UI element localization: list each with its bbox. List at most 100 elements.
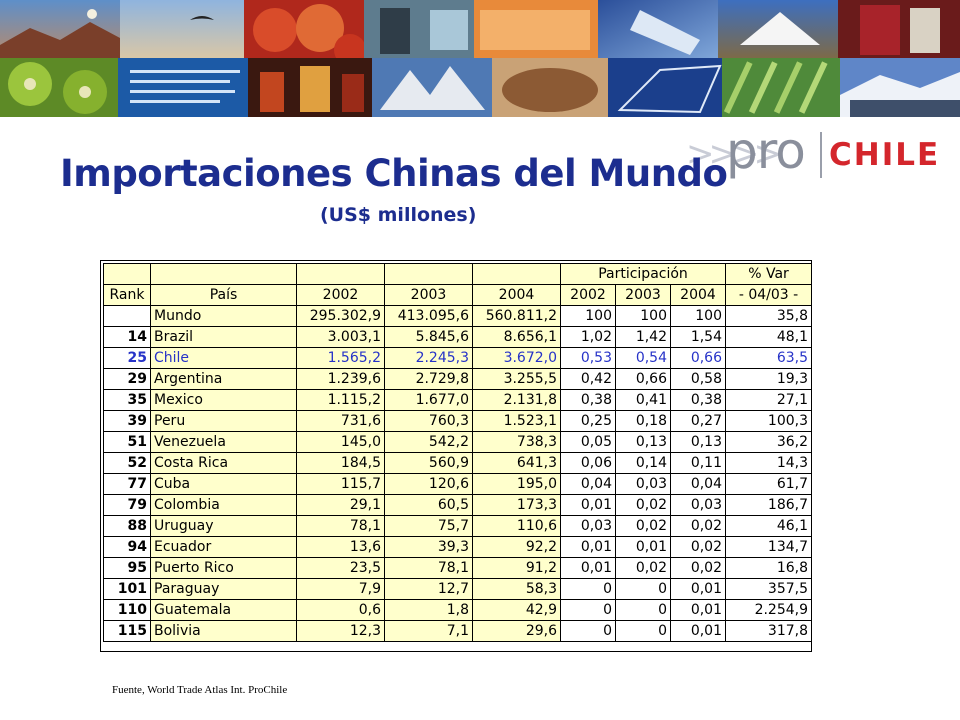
cell-y2002: 13,6 [296, 536, 385, 558]
cell-rank: 77 [103, 473, 151, 495]
cell-y2002: 1.115,2 [296, 389, 385, 411]
page-title: Importaciones Chinas del Mundo [60, 152, 728, 195]
cell-var: 27,1 [725, 389, 812, 411]
cell-rank: 35 [103, 389, 151, 411]
cell-y2002: 3.003,1 [296, 326, 385, 348]
table-row: Mundo 295.302,9 413.095,6 560.811,2 100 100 10… [103, 305, 812, 327]
cell-p2004: 0,13 [670, 431, 726, 453]
table-row: 25 Chile 1.565,2 2.245,3 3.672,0 0,53 0,54 0,66… [103, 347, 812, 369]
cell-y2002: 7,9 [296, 578, 385, 600]
header-part-2002: 2002 [560, 284, 616, 306]
cell-rank: 39 [103, 410, 151, 432]
cell-y2004: 8.656,1 [472, 326, 561, 348]
table-row: 88 Uruguay 78,1 75,7 110,6 0,03 0,02 0,02 46,1 [103, 515, 812, 537]
cell-p2003: 0,66 [615, 368, 671, 390]
cell-p2002: 0,06 [560, 452, 616, 474]
imports-table: Participación % Var Rank País 2002 2003 … [103, 263, 812, 642]
cell-y2003: 120,6 [384, 473, 473, 495]
cell-y2004: 641,3 [472, 452, 561, 474]
cell-p2002: 0,38 [560, 389, 616, 411]
cell-p2002: 0 [560, 599, 616, 621]
cell-pais: Venezuela [150, 431, 297, 453]
cell-p2004: 0,01 [670, 578, 726, 600]
logo-arrows-icon: >>>> [686, 134, 782, 174]
cell-p2002: 100 [560, 305, 616, 327]
cell-y2002: 145,0 [296, 431, 385, 453]
cell-var: 186,7 [725, 494, 812, 516]
cell-y2003: 760,3 [384, 410, 473, 432]
cell-p2004: 0,01 [670, 599, 726, 621]
cell-pais: Costa Rica [150, 452, 297, 474]
page-subtitle: (US$ millones) [320, 204, 477, 226]
cell-p2002: 0,25 [560, 410, 616, 432]
cell-y2003: 542,2 [384, 431, 473, 453]
cell-y2003: 2.245,3 [384, 347, 473, 369]
cell-p2004: 0,66 [670, 347, 726, 369]
cell-y2003: 560,9 [384, 452, 473, 474]
cell-y2004: 42,9 [472, 599, 561, 621]
cell-y2003: 78,1 [384, 557, 473, 579]
cell-p2004: 0,11 [670, 452, 726, 474]
table-row: 110 Guatemala 0,6 1,8 42,9 0 0 0,01 2.254,9 [103, 599, 812, 621]
cell-rank: 95 [103, 557, 151, 579]
cell-y2003: 2.729,8 [384, 368, 473, 390]
cell-p2002: 0,42 [560, 368, 616, 390]
cell-rank: 94 [103, 536, 151, 558]
cell-p2004: 0,02 [670, 557, 726, 579]
cell-rank: 29 [103, 368, 151, 390]
cell-p2002: 0,03 [560, 515, 616, 537]
cell-var: 134,7 [725, 536, 812, 558]
cell-y2003: 7,1 [384, 620, 473, 642]
cell-p2003: 1,42 [615, 326, 671, 348]
cell-y2003: 39,3 [384, 536, 473, 558]
cell-p2003: 100 [615, 305, 671, 327]
cell-y2004: 91,2 [472, 557, 561, 579]
cell-var: 317,8 [725, 620, 812, 642]
header-2004: 2004 [472, 284, 561, 306]
table-group-header-row: Participación % Var [103, 263, 812, 285]
cell-var: 16,8 [725, 557, 812, 579]
cell-p2004: 0,02 [670, 536, 726, 558]
cell-y2004: 2.131,8 [472, 389, 561, 411]
logo-chile-text: CHILE [829, 137, 941, 173]
cell-var: 46,1 [725, 515, 812, 537]
cell-p2002: 0,01 [560, 494, 616, 516]
participacion-header: Participación [560, 263, 726, 285]
cell-y2004: 3.672,0 [472, 347, 561, 369]
table-header-row: Rank País 2002 2003 2004 2002 2003 2004 … [103, 284, 812, 306]
cell-rank: 51 [103, 431, 151, 453]
prochile-logo: >>>> pro CHILE [686, 122, 946, 186]
cell-p2003: 0 [615, 599, 671, 621]
table-row: 35 Mexico 1.115,2 1.677,0 2.131,8 0,38 0,41 0,3… [103, 389, 812, 411]
header-part-2004: 2004 [670, 284, 726, 306]
cell-var: 100,3 [725, 410, 812, 432]
cell-var: 63,5 [725, 347, 812, 369]
header-rank: Rank [103, 284, 151, 306]
table-row: 77 Cuba 115,7 120,6 195,0 0,04 0,03 0,04 61,7 [103, 473, 812, 495]
cell-p2002: 0,01 [560, 557, 616, 579]
cell-pais: Uruguay [150, 515, 297, 537]
cell-p2003: 0,03 [615, 473, 671, 495]
cell-var: 19,3 [725, 368, 812, 390]
cell-p2002: 1,02 [560, 326, 616, 348]
cell-p2003: 0,02 [615, 557, 671, 579]
cell-y2002: 12,3 [296, 620, 385, 642]
cell-rank [103, 305, 151, 327]
cell-y2003: 413.095,6 [384, 305, 473, 327]
cell-var: 48,1 [725, 326, 812, 348]
cell-pais: Mexico [150, 389, 297, 411]
cell-p2002: 0,53 [560, 347, 616, 369]
logo-divider [820, 132, 822, 178]
cell-p2004: 0,02 [670, 515, 726, 537]
cell-y2002: 731,6 [296, 410, 385, 432]
cell-pais: Cuba [150, 473, 297, 495]
cell-var: 14,3 [725, 452, 812, 474]
table-row: 29 Argentina 1.239,6 2.729,8 3.255,5 0,42 0,66… [103, 368, 812, 390]
cell-y2002: 23,5 [296, 557, 385, 579]
cell-p2002: 0,04 [560, 473, 616, 495]
logo-pro-text: pro [726, 122, 806, 180]
cell-p2003: 0,18 [615, 410, 671, 432]
cell-p2003: 0,13 [615, 431, 671, 453]
photo-banner [0, 0, 960, 117]
cell-p2003: 0,01 [615, 536, 671, 558]
